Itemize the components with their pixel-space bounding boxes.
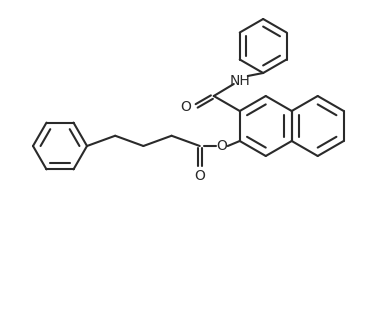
Text: O: O [180, 100, 191, 114]
Text: O: O [216, 139, 227, 153]
Text: NH: NH [229, 74, 250, 88]
Text: O: O [194, 169, 205, 183]
